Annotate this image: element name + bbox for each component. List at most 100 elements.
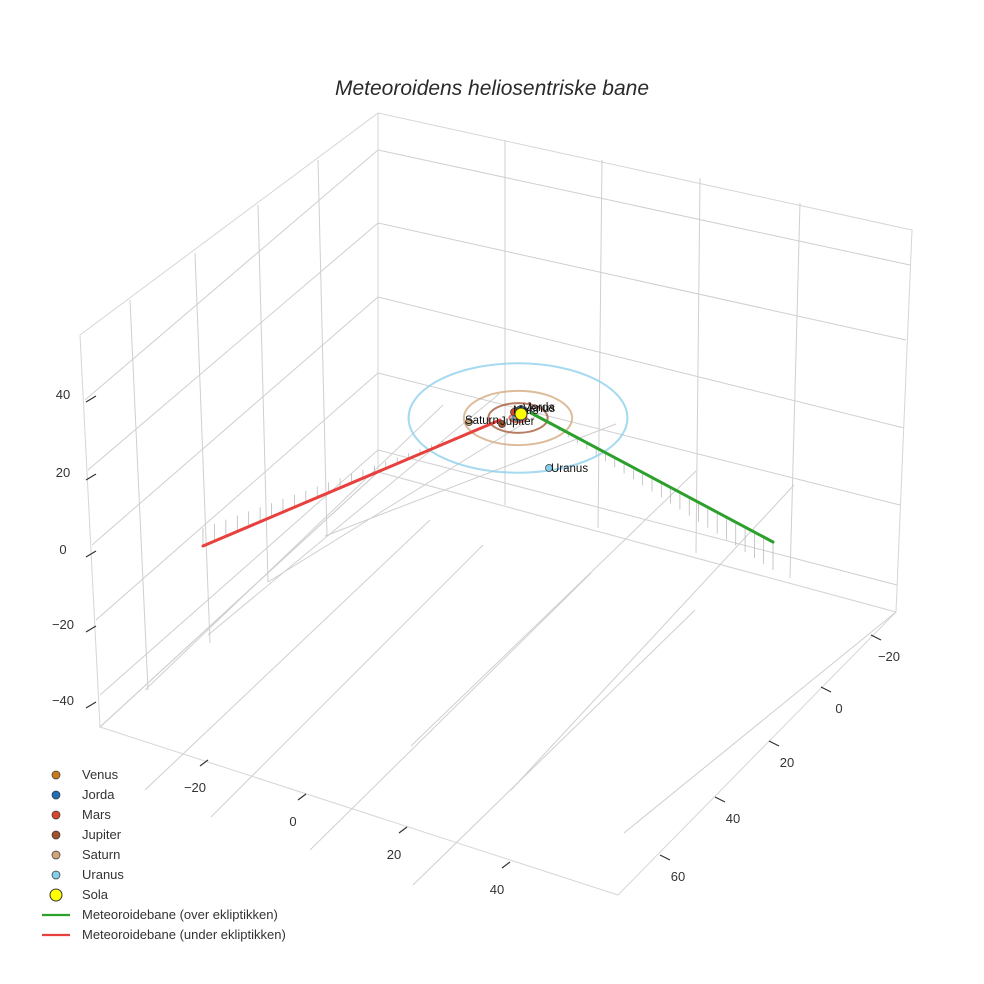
legend-item[interactable]: Jupiter: [51, 827, 122, 842]
axis-ticks: −40 −20 0 20 40 −20 0 20 40 −20 0 20 40 60: [52, 387, 900, 897]
y-tick-mark: [659, 854, 671, 861]
legend-swatch: [51, 850, 61, 860]
grid-line: [144, 404, 444, 691]
grid-line: [377, 222, 907, 341]
saturn-marker: [465, 418, 473, 426]
y-tick-label: 20: [780, 755, 794, 770]
grid-line: [207, 393, 500, 636]
grid-line: [84, 149, 379, 401]
y-tick-label: −20: [878, 649, 900, 664]
grid-line: [789, 202, 801, 579]
venus-label: Venus: [523, 403, 555, 415]
pane-edge: [377, 112, 913, 613]
legend-item[interactable]: Mars: [51, 807, 111, 822]
grid-line: [99, 471, 379, 728]
x-tick-mark: [297, 793, 307, 801]
grid-line: [95, 372, 379, 621]
legend-swatch: [51, 770, 61, 780]
grid-line: [317, 159, 328, 537]
grid-line: [144, 519, 431, 791]
z-tick-label: 0: [59, 542, 66, 557]
uranus-marker: [545, 464, 553, 472]
drop-lines: [202, 417, 774, 570]
x-tick-label: 0: [289, 814, 296, 829]
legend-item[interactable]: Sola: [49, 887, 109, 902]
pane-edge: [79, 112, 379, 729]
grid-line: [99, 449, 379, 696]
grid-line: [623, 611, 897, 834]
y-tick-mark: [768, 740, 780, 747]
grid-line: [377, 372, 901, 506]
jupiter-marker: [498, 420, 506, 428]
grid-line: [129, 299, 149, 691]
grid-line: [695, 177, 701, 554]
grid-lines: [84, 140, 911, 886]
grid-line: [87, 222, 379, 471]
uranus-orbit: [407, 362, 629, 474]
x-tick-label: −20: [184, 780, 206, 795]
legend-item[interactable]: Uranus: [51, 867, 124, 882]
legend-swatch: [51, 830, 61, 840]
grid-line: [377, 296, 905, 429]
grid-line: [377, 449, 898, 586]
uranus-label: Uranus: [551, 463, 588, 475]
trajectory-under: [201, 418, 502, 548]
legend-label: Venus: [82, 767, 119, 782]
legend-label: Meteoroidebane (under ekliptikken): [82, 927, 286, 942]
chart-title: Meteoroidens heliosentriske bane: [335, 77, 649, 100]
jorda-label: Jorda: [526, 402, 555, 414]
y-tick-label: 60: [671, 869, 685, 884]
z-tick-mark: [85, 701, 97, 709]
legend-swatch: [51, 810, 61, 820]
legend-label: Jupiter: [82, 827, 122, 842]
saturn-orbit: [462, 389, 574, 447]
grid-line: [412, 609, 696, 886]
legend-swatch: [51, 790, 61, 800]
legend-label: Jorda: [82, 787, 115, 802]
grid-line: [210, 544, 484, 818]
grid-line: [267, 403, 556, 583]
legend-label: Sola: [82, 887, 109, 902]
trajectory: [201, 411, 775, 548]
x-tick-mark: [501, 861, 511, 869]
legend-label: Saturn: [82, 847, 120, 862]
legend-item[interactable]: Meteoroidebane (under ekliptikken): [42, 927, 286, 942]
y-tick-mark: [714, 796, 726, 803]
trajectory-over: [529, 411, 775, 544]
legend-swatch: [49, 888, 63, 902]
grid-line: [510, 484, 795, 791]
y-tick-label: 0: [835, 701, 842, 716]
legend-label: Uranus: [82, 867, 124, 882]
saturn-label: Saturn: [465, 415, 499, 427]
z-tick-mark: [85, 550, 97, 558]
z-tick-mark: [85, 473, 97, 481]
y-tick-mark: [820, 686, 832, 693]
legend-item[interactable]: Venus: [51, 767, 119, 782]
x-tick-label: 40: [490, 882, 504, 897]
legend-item[interactable]: Saturn: [51, 847, 120, 862]
legend-label: Meteoroidebane (over ekliptikken): [82, 907, 278, 922]
legend-swatch: [51, 870, 61, 880]
grid-line: [324, 423, 617, 537]
orbits: [407, 362, 629, 474]
y-tick-mark: [870, 634, 882, 641]
legend-label: Mars: [82, 807, 111, 822]
grid-line: [377, 149, 911, 266]
sun-marker: [514, 407, 528, 421]
z-tick-mark: [85, 395, 97, 403]
z-tick-mark: [85, 625, 97, 633]
x-tick-label: 20: [387, 847, 401, 862]
grid-line: [309, 572, 592, 851]
grid-line: [597, 159, 603, 529]
x-tick-mark: [398, 826, 408, 834]
z-tick-label: 40: [56, 387, 70, 402]
legend: Venus Jorda Mars Jupiter Saturn Uranus Sola Met…: [42, 767, 286, 942]
legend-item[interactable]: Jorda: [51, 787, 115, 802]
pane-edge: [99, 471, 897, 896]
y-tick-label: 40: [726, 811, 740, 826]
grid-line: [410, 470, 697, 747]
x-tick-mark: [199, 759, 209, 767]
legend-item[interactable]: Meteoroidebane (over ekliptikken): [42, 907, 278, 922]
